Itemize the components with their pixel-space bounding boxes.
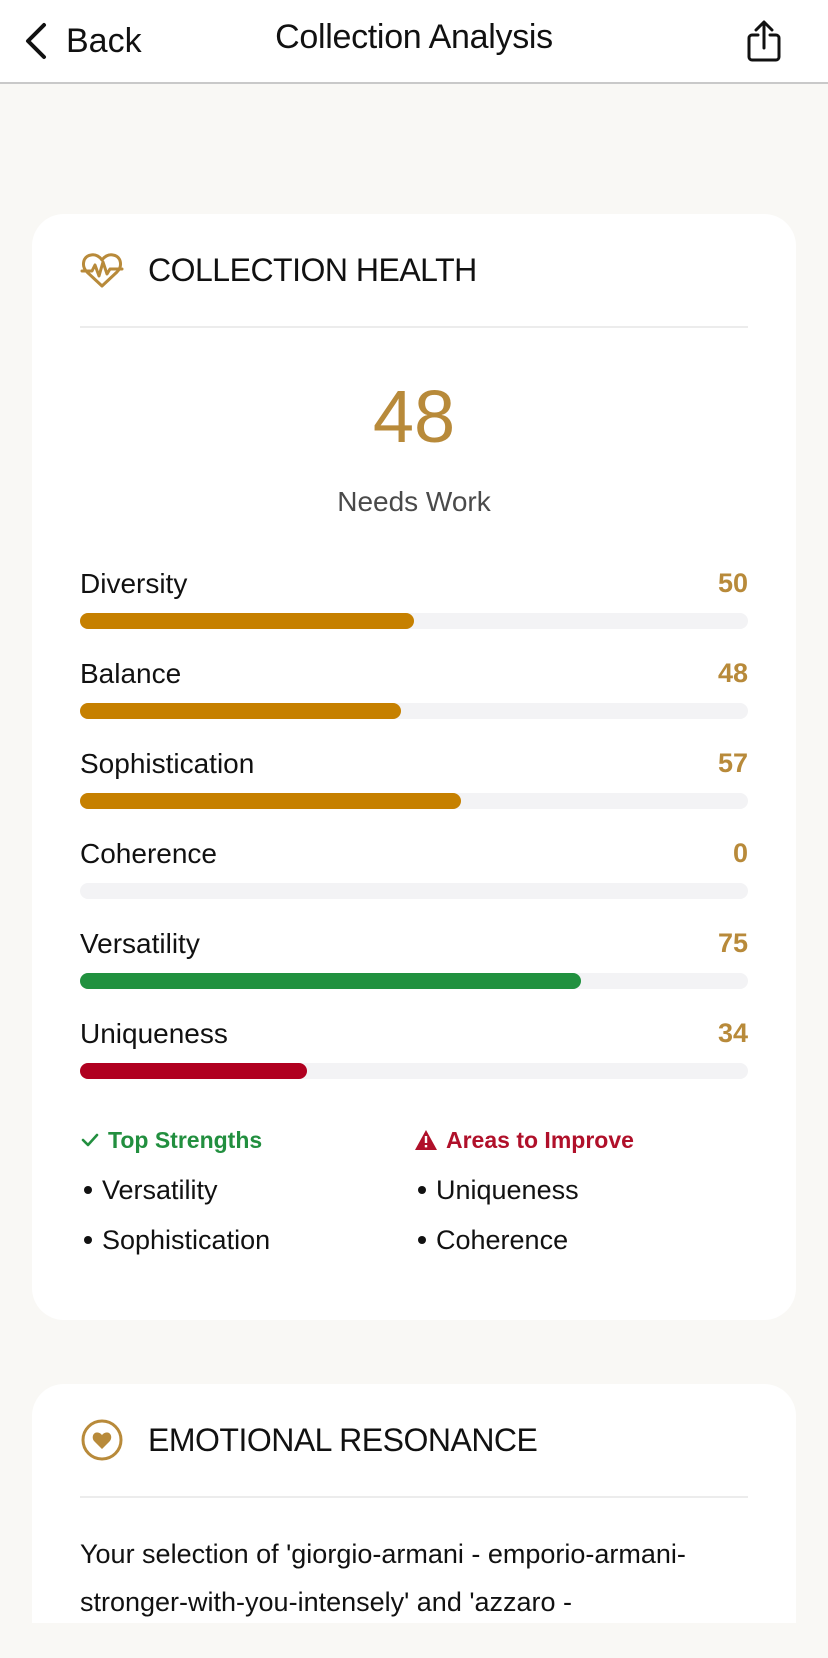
emotional-resonance-text: Your selection of 'giorgio-armani - empo… <box>80 1539 686 1617</box>
metric-name: Diversity <box>80 568 188 599</box>
strengths-weaknesses: Top Strengths Versatility Sophistication… <box>80 1124 748 1256</box>
bullet-icon <box>84 1236 92 1244</box>
health-score-label: Needs Work <box>337 486 491 517</box>
metrics-list: Diversity 50 Balance 48 Sophistication 5… <box>80 568 748 1108</box>
metric-uniqueness: Uniqueness 34 <box>80 1018 748 1108</box>
metric-value: 57 <box>717 748 748 778</box>
chevron-left-icon <box>26 23 46 59</box>
progress-track <box>80 1063 748 1079</box>
progress-fill <box>80 973 581 989</box>
strength-label: Sophistication <box>102 1224 271 1255</box>
progress-track <box>80 613 748 629</box>
metric-name: Uniqueness <box>80 1018 228 1049</box>
progress-track <box>80 973 748 989</box>
heart-circle-icon <box>81 1419 123 1461</box>
strength-item: Versatility <box>80 1174 414 1206</box>
metric-value: 75 <box>717 928 748 958</box>
share-button[interactable] <box>740 16 788 66</box>
back-label: Back <box>66 21 142 60</box>
progress-fill <box>80 613 414 629</box>
progress-fill <box>80 1063 308 1079</box>
metric-value: 0 <box>732 838 748 868</box>
strength-label: Versatility <box>102 1174 218 1205</box>
top-strengths-heading: Top Strengths <box>80 1124 414 1156</box>
metric-coherence: Coherence 0 <box>80 838 748 928</box>
areas-to-improve-heading: Areas to Improve <box>414 1124 748 1156</box>
progress-track <box>80 883 748 899</box>
share-icon <box>747 20 781 62</box>
top-strengths-title: Top Strengths <box>108 1126 263 1153</box>
strength-item: Sophistication <box>80 1224 414 1256</box>
metric-value: 48 <box>717 658 748 688</box>
metric-diversity: Diversity 50 <box>80 568 748 658</box>
metric-value: 34 <box>717 1018 748 1048</box>
collection-health-card: COLLECTION HEALTH 48 Needs Work Diversit… <box>32 214 796 1320</box>
progress-fill <box>80 793 461 809</box>
metric-sophistication: Sophistication 57 <box>80 748 748 838</box>
improve-label: Coherence <box>436 1224 569 1255</box>
card-title: EMOTIONAL RESONANCE <box>148 1421 538 1458</box>
emotional-resonance-card: EMOTIONAL RESONANCE Your selection of 'g… <box>32 1384 796 1623</box>
checkmark-icon <box>81 1133 99 1147</box>
warning-icon <box>415 1130 437 1150</box>
improve-label: Uniqueness <box>436 1174 579 1205</box>
metric-name: Coherence <box>80 838 217 869</box>
card-title: COLLECTION HEALTH <box>148 251 477 288</box>
areas-to-improve: Areas to Improve Uniqueness Coherence <box>414 1124 748 1256</box>
heart-pulse-icon <box>80 253 124 288</box>
card-header: COLLECTION HEALTH <box>80 214 748 328</box>
improve-item: Coherence <box>414 1224 748 1256</box>
bullet-icon <box>418 1236 426 1244</box>
progress-fill <box>80 703 401 719</box>
improve-item: Uniqueness <box>414 1174 748 1206</box>
metric-balance: Balance 48 <box>80 658 748 748</box>
health-score: 48 <box>372 375 456 458</box>
progress-track <box>80 793 748 809</box>
nav-bar: Back Collection Analysis <box>0 0 828 84</box>
metric-value: 50 <box>717 568 748 598</box>
metric-name: Versatility <box>80 928 200 959</box>
metric-versatility: Versatility 75 <box>80 928 748 1018</box>
areas-to-improve-title: Areas to Improve <box>446 1126 634 1153</box>
bullet-icon <box>418 1186 426 1194</box>
card-header: EMOTIONAL RESONANCE <box>80 1384 748 1498</box>
top-strengths: Top Strengths Versatility Sophistication <box>80 1124 414 1256</box>
scroll-content[interactable]: COLLECTION HEALTH 48 Needs Work Diversit… <box>0 86 828 1623</box>
back-button[interactable]: Back <box>22 18 142 64</box>
progress-track <box>80 703 748 719</box>
metric-name: Balance <box>80 658 182 689</box>
bullet-icon <box>84 1186 92 1194</box>
metric-name: Sophistication <box>80 748 255 779</box>
